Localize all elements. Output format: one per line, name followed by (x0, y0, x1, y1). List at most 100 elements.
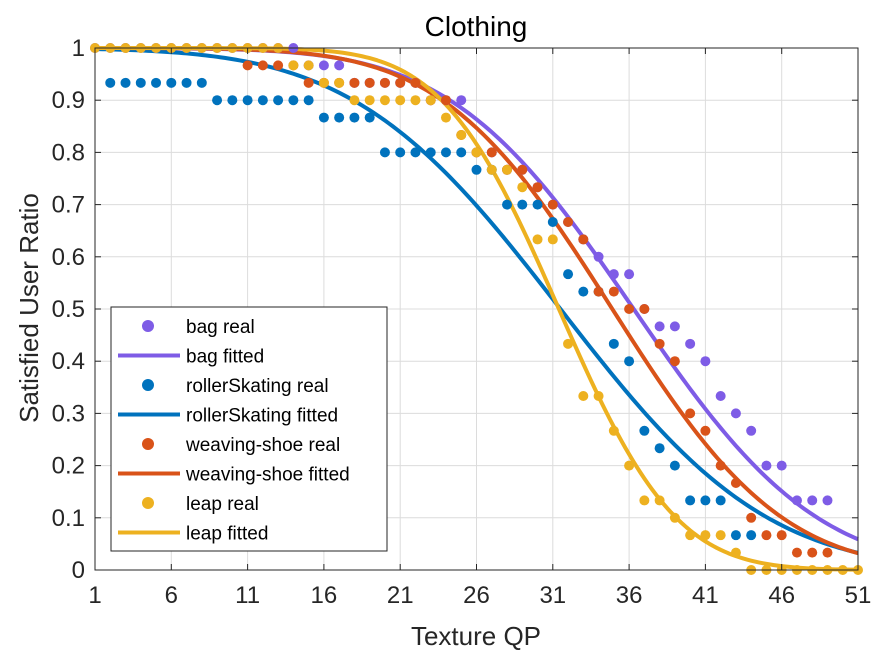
weaving-shoe-real-point (410, 77, 421, 88)
rollerSkating-real-point (685, 495, 696, 506)
rollerSkating-real-point (135, 77, 146, 88)
rollerSkating-real-point (212, 95, 223, 106)
leap-real-point (654, 495, 665, 506)
y-tick-label: 0 (72, 557, 85, 584)
leap-real-point (700, 530, 711, 541)
leap-real-point (379, 95, 390, 106)
rollerSkating-fitted-curve (94, 47, 859, 555)
bag-real-point (807, 495, 818, 506)
rollerSkating-real-point (166, 77, 177, 88)
bag-real-point (685, 338, 696, 349)
leap-real-point (502, 164, 513, 175)
weaving-shoe-real-point (608, 286, 619, 297)
leap-real-point (639, 495, 650, 506)
y-tick-label: 1 (72, 35, 85, 62)
legend-marker-weaving-shoe-real (142, 438, 154, 450)
leap-real-point (563, 338, 574, 349)
rollerSkating-real-point (227, 95, 238, 106)
leap-real-point (517, 182, 528, 193)
x-axis-ticks: 1 6 11 16 21 26 31 36 41 46 51 (88, 48, 871, 609)
legend-marker-rollerSkating-real (142, 379, 154, 391)
leap-real-point (471, 147, 482, 158)
leap-real-point (410, 95, 421, 106)
weaving-shoe-real-point (776, 530, 787, 541)
rollerSkating-real-point (151, 77, 162, 88)
weaving-shoe-real-point (563, 216, 574, 227)
y-tick-label: 0.2 (52, 453, 85, 480)
x-tick-label: 11 (235, 582, 260, 609)
bag-real-point (624, 269, 635, 280)
rollerSkating-real-point (578, 286, 589, 297)
rollerSkating-real-point (730, 530, 741, 541)
rollerSkating-real-point (349, 112, 360, 123)
rollerSkating-real-point (471, 164, 482, 175)
rollerSkating-real-point (547, 216, 558, 227)
legend-entries: bag real bag fitted rollerSkating real roll… (118, 317, 350, 545)
rollerSkating-real-point (273, 95, 284, 106)
bag-real-point (791, 495, 802, 506)
leap-real-point (669, 512, 680, 523)
rollerSkating-real-point (257, 95, 268, 106)
bag-real-point (730, 408, 741, 419)
weaving-shoe-real-point (807, 547, 818, 558)
bag-real-point (669, 321, 680, 332)
leap-real-point (578, 391, 589, 402)
weaving-shoe-real-point (715, 460, 726, 471)
rollerSkating-real-point (242, 95, 253, 106)
rollerSkating-real-point (425, 147, 436, 158)
legend-label-leap-fitted: leap fitted (186, 524, 268, 545)
y-tick-label: 0.5 (52, 296, 85, 323)
leap-real-point (334, 77, 345, 88)
leap-real-point (456, 130, 467, 141)
y-tick-label: 0.6 (52, 244, 85, 271)
rollerSkating-real-point (715, 495, 726, 506)
x-tick-label: 46 (768, 582, 795, 609)
bag-real-point (746, 425, 757, 436)
rollerSkating-real-point (364, 112, 375, 123)
bag-real-point (776, 460, 787, 471)
bag-real-point (761, 460, 772, 471)
weaving-shoe-real-point (517, 164, 528, 175)
leap-real-point (440, 112, 451, 123)
rollerSkating-real-point (563, 269, 574, 280)
x-tick-label: 1 (88, 582, 101, 609)
y-tick-label: 0.9 (52, 87, 85, 114)
y-axis-ticks: 0 0.1 0.2 0.3 0.4 0.5 0.6 0.7 0.8 0.9 1 (52, 35, 858, 584)
legend-label-leap-real: leap real (186, 494, 259, 515)
rollerSkating-real-point (303, 95, 314, 106)
rollerSkating-real-point (181, 77, 192, 88)
legend-box (110, 306, 388, 552)
legend-label-rollerSkating-real: rollerSkating real (186, 376, 329, 397)
bag-real-point (334, 60, 345, 71)
rollerSkating-real-point (379, 147, 390, 158)
rollerSkating-real-point (318, 112, 329, 123)
rollerSkating-real-point (395, 147, 406, 158)
rollerSkating-real-point (456, 147, 467, 158)
x-tick-label: 36 (616, 582, 643, 609)
leap-real-point (547, 234, 558, 245)
y-tick-label: 0.3 (52, 400, 85, 427)
weaving-shoe-real-point (532, 182, 543, 193)
legend-label-weaving-shoe-real: weaving-shoe real (185, 435, 340, 456)
legend-label-bag-real: bag real (186, 317, 255, 338)
x-tick-label: 26 (463, 582, 490, 609)
y-tick-label: 0.7 (52, 192, 85, 219)
weaving-shoe-real-point (654, 338, 665, 349)
leap-real-point (624, 460, 635, 471)
rollerSkating-real-point (105, 77, 116, 88)
weaving-shoe-real-point (593, 286, 604, 297)
bag-real-point (715, 391, 726, 402)
weaving-shoe-real-point (273, 60, 284, 71)
weaving-shoe-real-point (761, 530, 772, 541)
legend-label-rollerSkating-fitted: rollerSkating fitted (186, 406, 338, 427)
rollerSkating-real-point (502, 199, 513, 210)
legend-marker-leap-real (142, 497, 154, 509)
rollerSkating-real-point (440, 147, 451, 158)
bag-real-point (654, 321, 665, 332)
weaving-shoe-real-point (639, 304, 650, 314)
chart-title: Clothing (425, 11, 528, 42)
rollerSkating-real-point (746, 530, 757, 541)
legend-label-weaving-shoe-fitted: weaving-shoe fitted (185, 465, 350, 486)
leap-real-point (715, 530, 726, 541)
